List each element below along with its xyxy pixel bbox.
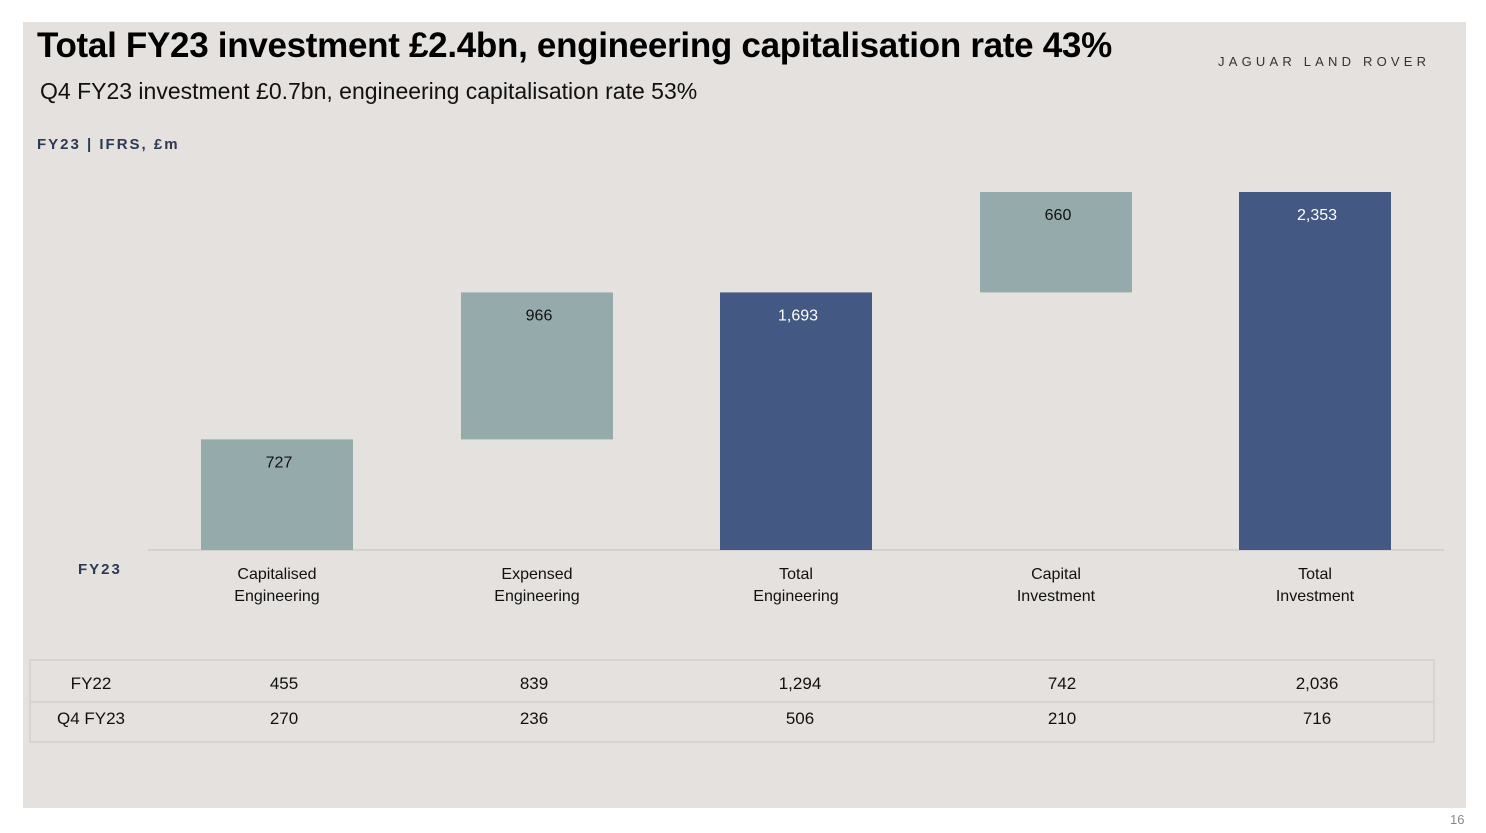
category-label-3: Capital Investment [1016,566,1096,605]
table-cell: 2,036 [1295,674,1339,693]
table-cell: 236 [519,709,549,728]
bar-2 [720,292,872,550]
category-label-1: Expensed Engineering [494,566,580,605]
category-label-0: Capitalised Engineering [234,566,320,605]
table-cell: 839 [519,674,549,693]
bar-1 [461,292,613,440]
bar-3 [980,192,1132,293]
bar-0 [201,439,353,550]
page-number: 16 [1450,812,1465,827]
table-cell: 270 [269,709,299,728]
bar-4 [1239,192,1391,550]
table-cell: 210 [1047,709,1077,728]
table-cell: 506 [785,709,815,728]
chart-row-label: FY23 [78,561,122,578]
category-label-4: Total Investment [1275,566,1355,605]
bar-value-label-3: 660 [1045,207,1072,224]
table-cell: 455 [269,674,299,693]
bar-value-label-2: 1,693 [778,307,818,324]
table-row-label: Q4 FY23 [56,709,126,728]
bar-value-label-0: 727 [266,454,293,471]
page-title: Total FY23 investment £2.4bn, engineerin… [37,26,1112,65]
category-label-2: Total Engineering [753,566,839,605]
table-cell: 742 [1047,674,1077,693]
brand-logo: JAGUAR LAND ROVER [1218,54,1431,69]
comparison-table [29,659,1435,743]
unit-label: FY23 | IFRS, £m [37,136,180,153]
table-row-label: FY22 [70,674,112,693]
table-cell: 1,294 [778,674,822,693]
bar-value-label-1: 966 [526,307,553,324]
table-cell: 716 [1302,709,1332,728]
page-subtitle: Q4 FY23 investment £0.7bn, engineering c… [40,78,698,104]
table-divider [31,701,1433,703]
bar-value-label-4: 2,353 [1297,207,1337,224]
